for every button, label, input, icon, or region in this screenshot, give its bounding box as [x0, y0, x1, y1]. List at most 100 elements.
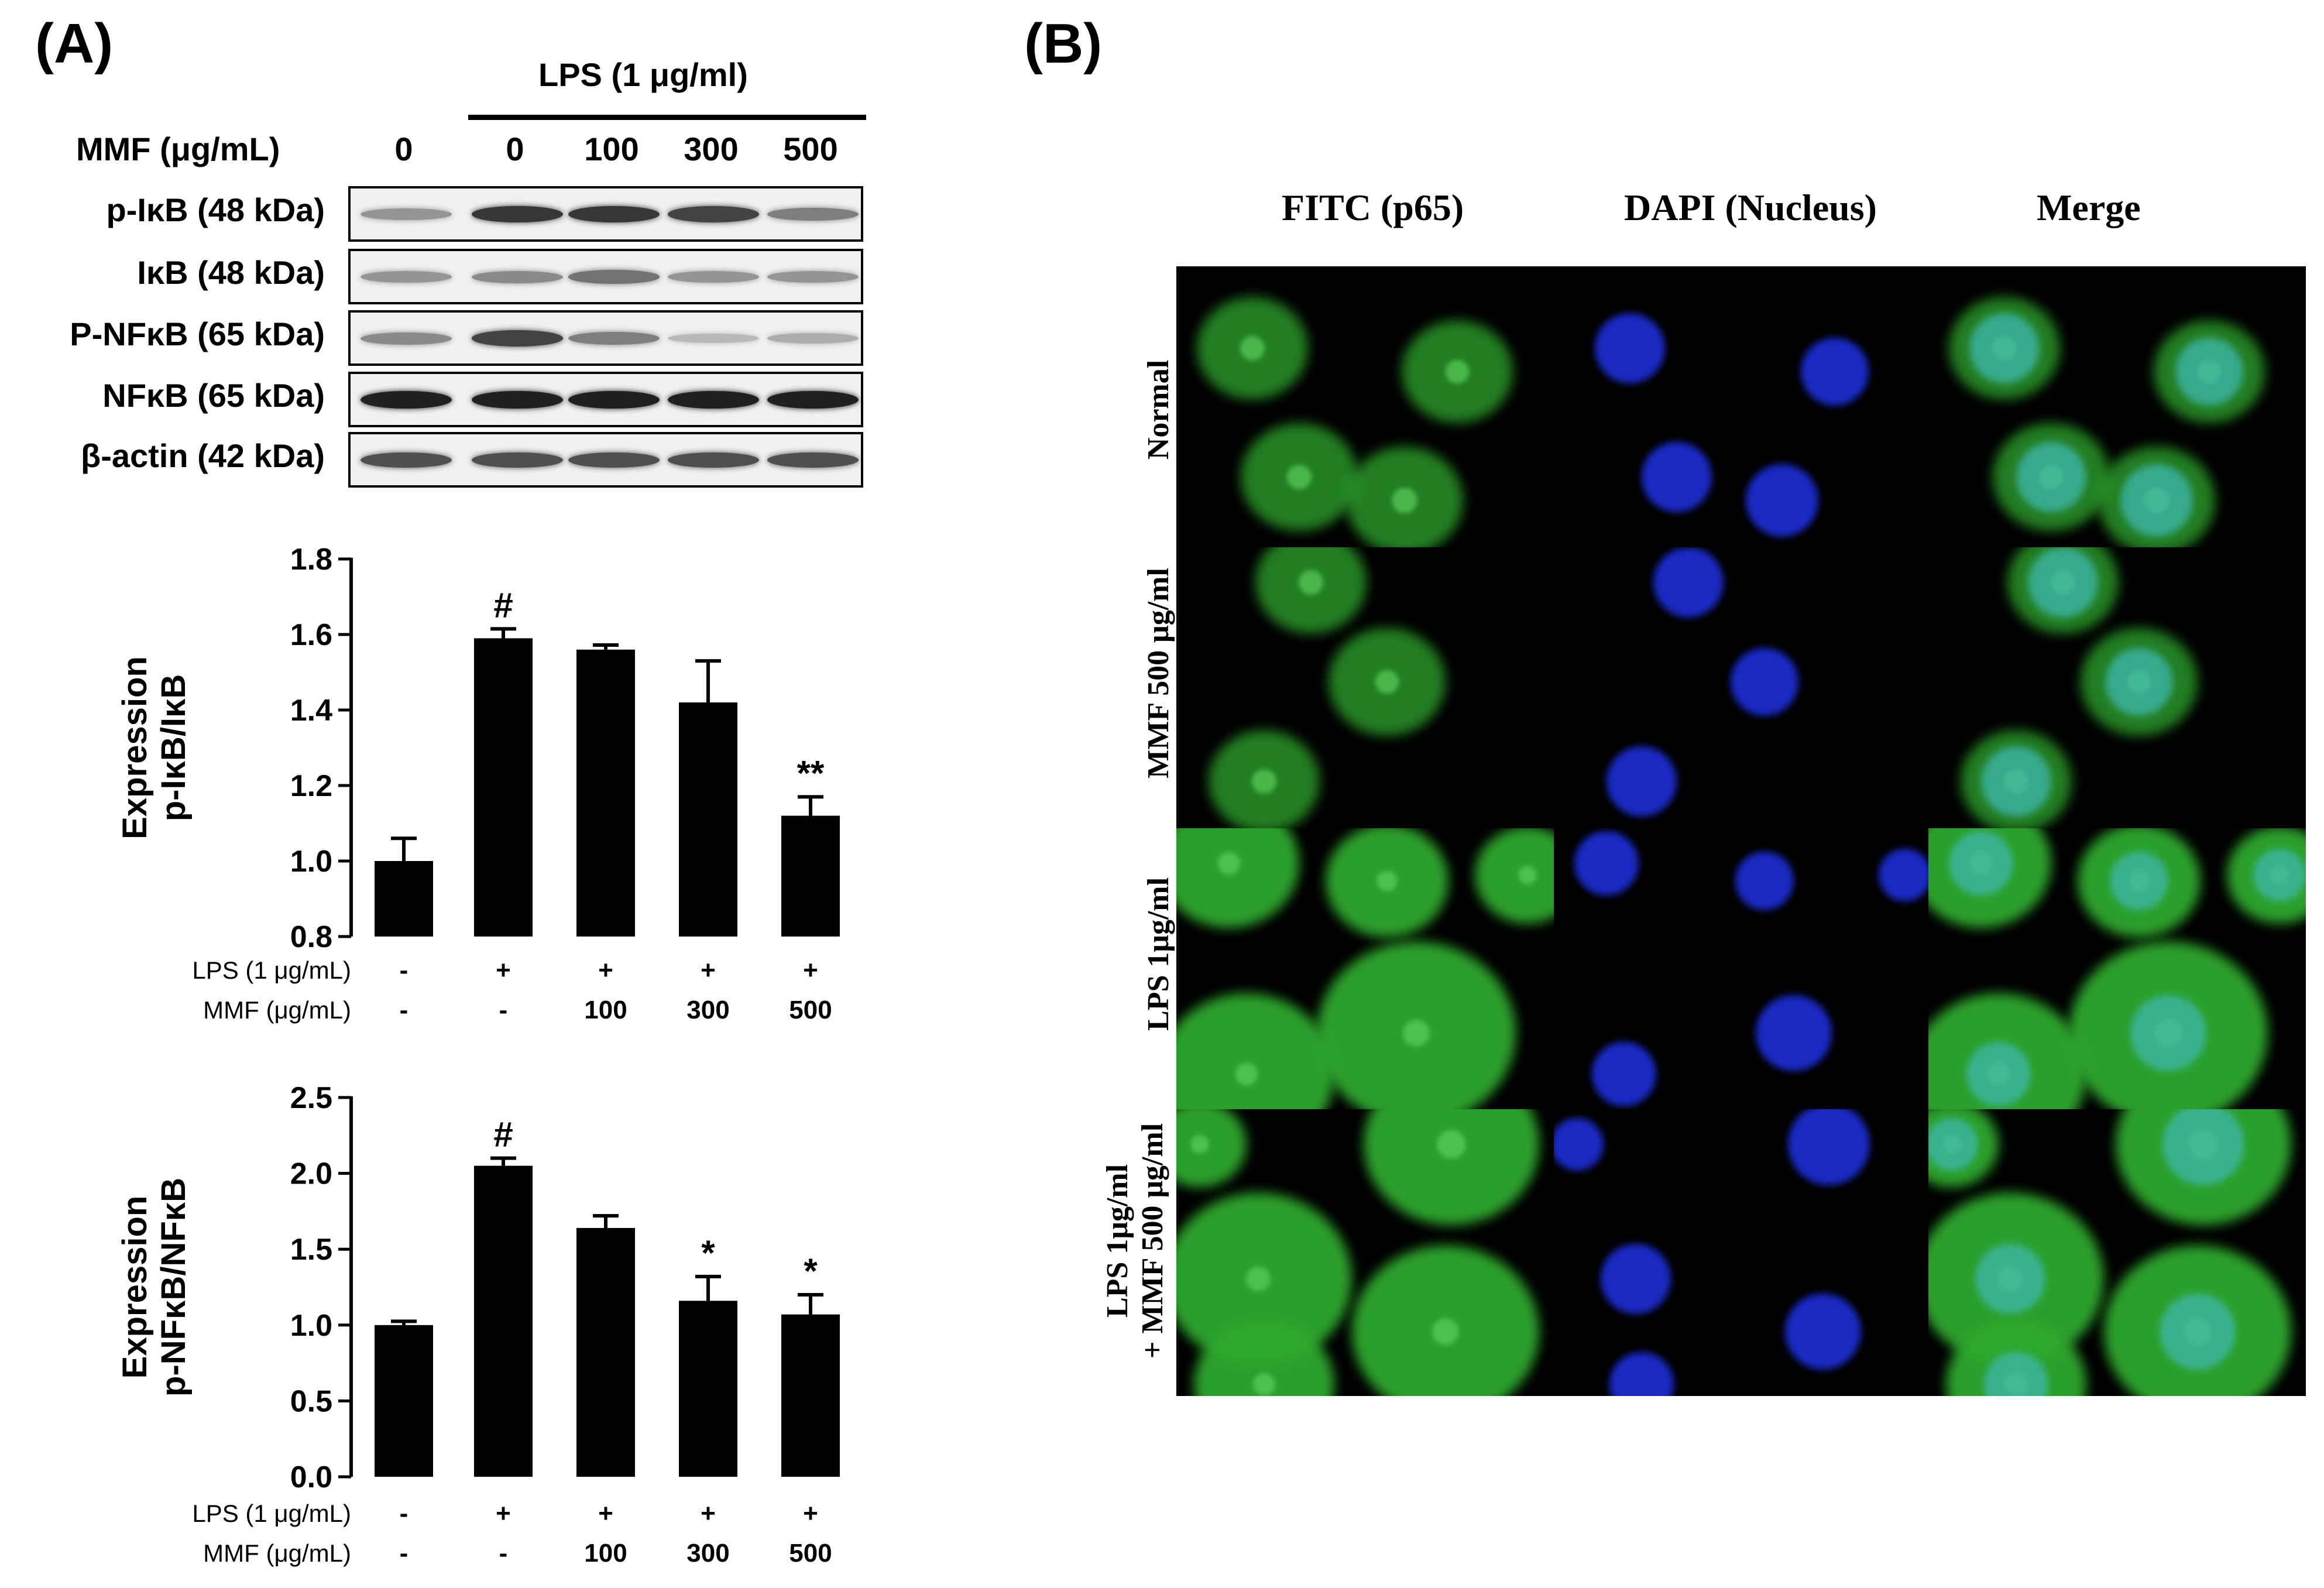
y-tick-label: 1.4 — [290, 694, 332, 728]
cell-nucleus-merge — [1969, 313, 2040, 383]
bar — [679, 702, 737, 937]
y-tick-label: 1.5 — [290, 1233, 332, 1267]
bar-chart-p-nfkb: 0.0 0.5 1.0 1.5 2.0 2.5 # * * Expressionp-NFκB/NF… — [116, 1081, 840, 1568]
blot-row-label: β-actin (42 kDa) — [81, 437, 325, 474]
y-tick-label: 2.5 — [290, 1081, 332, 1115]
cell-nucleus-merge — [2120, 464, 2193, 537]
cell-nucleolus — [1432, 1318, 1459, 1345]
cell-nucleus-merge — [1984, 1352, 2048, 1396]
row-label-lps-mmf: LPS 1μg/ml + MMF 500 μg/ml — [1100, 1036, 1182, 1446]
bar — [474, 638, 533, 937]
blot-strip — [348, 310, 863, 366]
condition-value: + — [701, 1499, 716, 1528]
row-label-normal: Normal — [1141, 310, 1188, 509]
cell-nucleolus — [1445, 359, 1470, 384]
micrograph-tile — [1554, 1109, 1928, 1396]
blot-band — [668, 271, 759, 283]
mmf-lane-label: 300 — [684, 131, 739, 167]
condition-value: + — [701, 956, 716, 985]
row-label-mmf-text: MMF 500 μg/ml — [1142, 568, 1175, 778]
condition-value: 300 — [686, 1539, 729, 1568]
cell-nucleolus — [1375, 670, 1399, 694]
blot-row-label: p-IκB (48 kDa) — [106, 191, 325, 228]
condition-value: + — [803, 956, 818, 985]
cell-cytoplasm — [1194, 1319, 1334, 1396]
micrograph-cells — [1554, 1109, 1870, 1396]
lps-header-line — [468, 115, 866, 120]
condition-value: 300 — [686, 996, 729, 1024]
condition-value: + — [496, 1499, 511, 1528]
cell-nucleus-merge — [2160, 1294, 2236, 1370]
y-axis-label: Expressionp-NFκB/NFκB — [116, 1178, 193, 1397]
cell-nucleus — [1574, 831, 1639, 896]
column-header-fitc: FITC (p65) — [1282, 187, 1464, 228]
blot-band — [472, 330, 563, 347]
y-axis-label: Expressionp-IκB/IκB — [116, 656, 193, 839]
significance-label: ** — [797, 753, 825, 793]
blot-band — [361, 452, 452, 468]
row-label-mmf: MMF 500 μg/ml — [1141, 515, 1188, 831]
bar — [781, 1314, 840, 1477]
cell-nucleus-merge — [2162, 1109, 2244, 1185]
cell-cytoplasm — [1364, 1109, 1539, 1225]
bar — [679, 1301, 737, 1477]
micrograph-cells — [1928, 828, 2306, 1109]
y-axis-label-line: p-IκB/IκB — [155, 674, 193, 822]
cell-nucleus — [1735, 852, 1794, 910]
cell-nucleus — [1592, 1042, 1656, 1106]
cell-nucleus — [1879, 849, 1928, 901]
cell-nucleus-merge — [1928, 1118, 1978, 1171]
cell-nucleus-merge — [1975, 1244, 2045, 1314]
micrograph-cells — [1606, 547, 1798, 817]
condition-value: + — [496, 956, 511, 985]
condition-value: 500 — [789, 1539, 832, 1568]
cell-nucleolus — [1246, 1267, 1271, 1291]
cell-nucleus — [1609, 1352, 1674, 1396]
cell-nucleus — [1746, 464, 1818, 537]
blot-row-label: IκB (48 kDa) — [137, 254, 325, 291]
cell-nucleolus — [1235, 1062, 1258, 1086]
cell-nucleus — [1554, 1118, 1604, 1171]
condition-value: - — [400, 1539, 408, 1568]
cell-nucleus — [1756, 995, 1832, 1071]
blot-band — [568, 270, 660, 284]
cell-nucleus — [1788, 1109, 1870, 1185]
blot-strip — [348, 432, 863, 488]
blot-band — [668, 206, 759, 222]
blot-band — [568, 452, 660, 468]
y-axis-label-line: p-NFκB/NFκB — [155, 1178, 193, 1397]
bar-chart-p-ikb: 0.8 1.0 1.2 1.4 1.6 1.8 # ** Expressionp-IκB/IκB… — [116, 543, 840, 1024]
condition-value: 100 — [584, 996, 627, 1024]
blot-band — [767, 333, 859, 344]
micrograph-cells — [1928, 1109, 2291, 1396]
condition-value: + — [598, 1499, 613, 1528]
significance-label: # — [493, 1115, 513, 1154]
lps-header: LPS (1 μg/ml) — [538, 56, 748, 93]
significance-label: # — [493, 585, 513, 625]
cell-nucleus — [1785, 1294, 1861, 1370]
y-tick-label: 1.2 — [290, 769, 332, 803]
y-tick-label: 0.8 — [290, 920, 332, 954]
cell-nucleus-merge — [2130, 995, 2206, 1071]
fluorescence-image-grid — [1176, 266, 2306, 1396]
blot-row-label: NFκB (65 kDa) — [102, 377, 325, 414]
condition-value: 500 — [789, 996, 832, 1024]
micrograph-tile — [1554, 266, 1928, 547]
micrograph-cells — [1176, 828, 1554, 1109]
blot-row-label: P-NFκB (65 kDa) — [70, 315, 325, 352]
cell-cytoplasm — [1475, 828, 1554, 924]
y-tick-label: 1.8 — [290, 543, 332, 577]
cell-cytoplasm — [1176, 828, 1299, 928]
condition-value: + — [803, 1499, 818, 1528]
blot-band — [472, 205, 563, 223]
cell-nucleus-merge — [2028, 547, 2098, 618]
cell-nucleus — [1801, 338, 1869, 406]
y-tick-label: 1.6 — [290, 618, 332, 652]
blot-band — [767, 390, 859, 409]
cell-nucleolus — [1299, 570, 1323, 595]
cell-nucleus-merge — [2175, 338, 2243, 406]
cell-nucleolus — [1376, 870, 1398, 891]
condition-value: - — [499, 1539, 508, 1568]
bar — [576, 649, 635, 937]
cell-nucleolus — [1190, 1135, 1209, 1154]
